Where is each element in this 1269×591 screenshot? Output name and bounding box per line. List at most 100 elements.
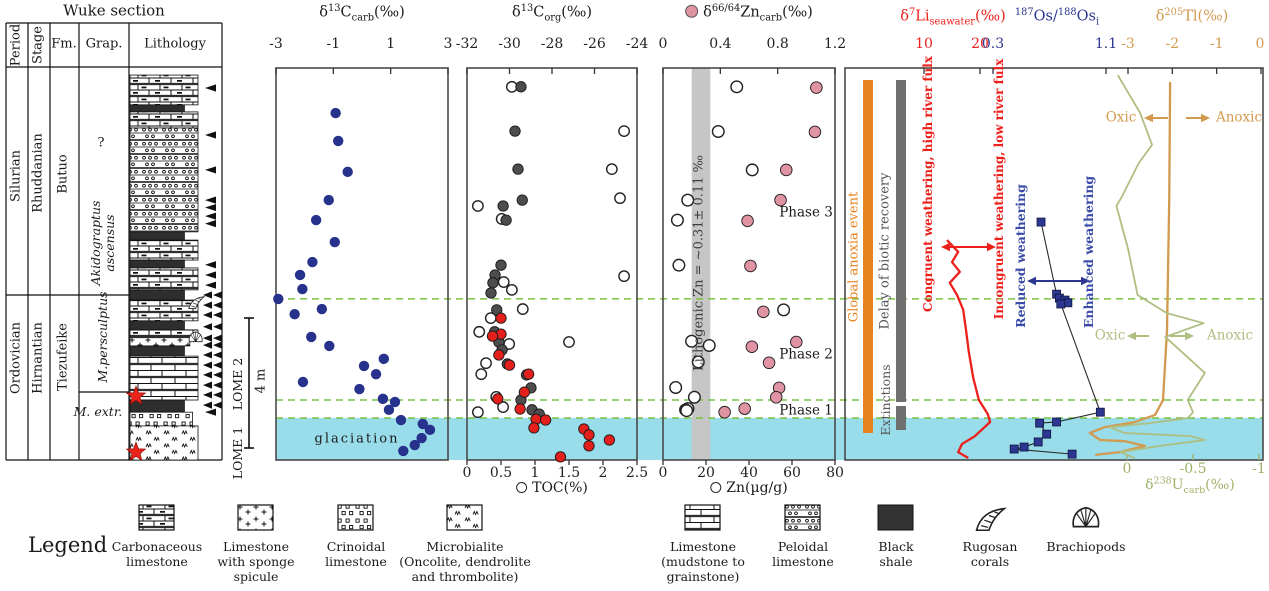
axis-tick-label: 20: [971, 36, 989, 52]
scale-bar-label: 4 m: [253, 368, 269, 394]
litho-band-microbialite: [129, 425, 199, 461]
sample-arrow: [205, 196, 216, 204]
litho-band-carbonaceous: [129, 239, 199, 261]
data-point-open: [471, 200, 484, 212]
legend-item-sponge: Limestone with sponge spicule: [193, 503, 319, 584]
axis-tick-label: 0: [463, 465, 472, 481]
grap-zone-persculptus: M.persculptus: [94, 291, 110, 383]
phase2-label: Phase 2: [779, 346, 833, 363]
grap-zone-akidograptus: Akidograptus ascensus: [87, 200, 117, 286]
axis-tick-label: -26: [583, 36, 606, 52]
data-point: [738, 402, 751, 415]
pink-circle-icon: [685, 4, 699, 18]
data-point-open: [618, 270, 630, 283]
sample-arrow: [205, 261, 216, 269]
rugosan-coral-icon: [975, 507, 1007, 532]
axis-tick-label: 60: [783, 465, 801, 481]
data-point: [486, 330, 499, 342]
os-square: [1033, 437, 1043, 447]
data-point: [417, 418, 428, 430]
u-curve: [1108, 74, 1206, 459]
axis-tick-label: 1.1: [1095, 36, 1117, 52]
rugosan-coral-glyph: [188, 296, 206, 309]
data-point: [522, 368, 535, 380]
axis-title-znppm: Zn(µg/g): [710, 480, 788, 497]
sample-arrow: [203, 381, 212, 389]
col-header-fm: Fm.: [51, 36, 77, 52]
axis-title-u: δ238Ucarb(‰): [1145, 475, 1235, 496]
axis-tick-label: -2: [1166, 36, 1180, 52]
arrowhead: [941, 242, 950, 252]
data-point-open: [473, 325, 486, 338]
sample-arrow: [213, 401, 222, 409]
data-point-open: [605, 163, 618, 176]
axis-tick-label: 1: [386, 36, 395, 52]
data-point: [515, 81, 527, 93]
panel-title-li: δ7Liseawater(‰): [900, 6, 1006, 28]
data-point: [503, 359, 516, 371]
data-point: [757, 305, 770, 319]
data-point: [492, 393, 504, 405]
data-point-open: [497, 276, 510, 288]
data-point: [493, 349, 505, 361]
data-point-open: [563, 336, 575, 348]
data-point-open: [672, 258, 686, 272]
arrowhead: [1081, 276, 1090, 286]
fm-tiezufeike: Tiezufeike: [55, 323, 71, 391]
arrowhead: [1027, 276, 1036, 286]
data-point: [342, 166, 353, 178]
sample-arrow: [205, 212, 216, 220]
sample-arrow: [213, 371, 222, 379]
data-point: [769, 391, 783, 404]
os-square: [1052, 417, 1061, 427]
data-point: [516, 194, 528, 206]
arrowhead: [1127, 331, 1136, 341]
data-point-open: [670, 213, 684, 227]
os-square: [1095, 407, 1105, 417]
data-point: [780, 163, 793, 177]
data-point: [745, 340, 759, 353]
data-point-open: [480, 357, 492, 370]
axis-tick-label: -1: [1252, 461, 1266, 477]
litho-band-carbonaceous: [129, 74, 199, 106]
li-curve: [946, 239, 992, 460]
data-point-open: [777, 303, 791, 317]
os-square: [1035, 418, 1045, 428]
reduced-weathering-label: Reduced weathering: [1012, 184, 1028, 328]
data-point: [323, 194, 334, 206]
os-square: [1067, 449, 1077, 459]
data-point: [333, 135, 344, 147]
litho-band-carbonaceous: [129, 329, 199, 339]
data-point: [810, 81, 823, 94]
data-point: [741, 214, 754, 228]
axis-tick-label: 1.2: [824, 36, 846, 52]
incongruent-weathering-label: Incongruent weathering, low river fulx: [992, 58, 1007, 320]
data-point: [294, 269, 306, 281]
data-point: [718, 405, 731, 419]
sample-arrow: [205, 408, 216, 416]
data-point: [583, 440, 595, 452]
arrowhead: [1144, 113, 1153, 123]
os-square: [1019, 442, 1029, 452]
data-point-open: [516, 303, 529, 315]
sample-arrow: [213, 301, 222, 309]
litho-band-crinoidal: [129, 411, 193, 427]
panel-title-zn: δ66/64Zncarb(‰): [685, 3, 813, 23]
axis-tick-label: 0: [659, 465, 668, 481]
congruent-weathering-label: Congruent weathering, high river fulx: [921, 56, 936, 312]
data-point-open: [497, 401, 509, 413]
legend-item-microbialite: Microbialite (Oncolite, dendrolite and t…: [385, 503, 545, 584]
arrowhead: [987, 242, 996, 252]
tl-curve: [1088, 82, 1172, 457]
data-point: [762, 356, 776, 370]
litho-band-black: [129, 104, 185, 113]
legend-item-black-shale: Black shale: [833, 503, 959, 570]
sample-arrow: [213, 291, 222, 299]
tl-anoxic-label: Anoxic: [1215, 109, 1263, 126]
axis-tick-label: 0: [1123, 461, 1132, 477]
sample-arrow: [203, 361, 212, 369]
data-point-open: [618, 125, 630, 138]
data-point-open: [685, 334, 699, 348]
phase3-label: Phase 3: [779, 204, 833, 221]
